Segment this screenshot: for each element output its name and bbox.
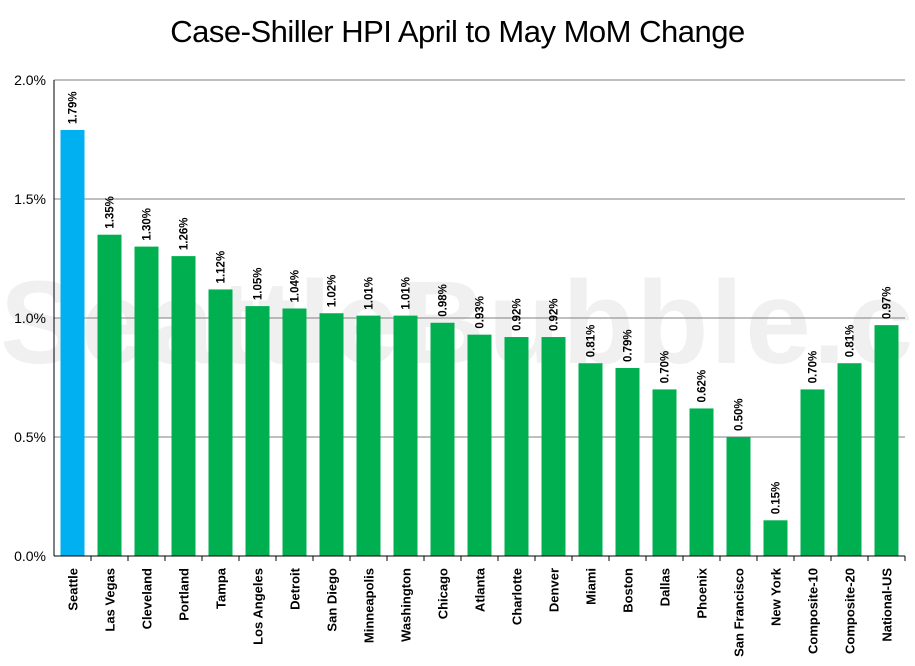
x-tick-label: Minneapolis	[362, 568, 377, 643]
x-tick-label: Boston	[621, 568, 636, 613]
data-label: 1.01%	[401, 277, 413, 310]
data-label: 0.81%	[845, 325, 857, 358]
data-label: 1.79%	[68, 91, 80, 124]
x-tick-label: Los Angeles	[251, 568, 266, 645]
x-tick-label: Dallas	[658, 568, 673, 606]
bar-detroit	[282, 308, 307, 556]
data-label: 0.70%	[808, 351, 820, 384]
y-tick-label: 0.5%	[14, 429, 46, 445]
bar-composite-10	[800, 389, 825, 556]
x-tick-label: Detroit	[288, 567, 303, 610]
data-label: 0.93%	[475, 296, 487, 329]
bar-boston	[615, 367, 640, 556]
bar-san-diego	[319, 313, 344, 556]
chart-title: Case-Shiller HPI April to May MoM Change	[170, 14, 745, 49]
bar-denver	[541, 337, 566, 556]
x-tick-label: Miami	[584, 568, 599, 605]
data-label: 1.12%	[216, 251, 228, 284]
data-label: 0.62%	[697, 370, 709, 403]
bar-phoenix	[689, 408, 714, 556]
y-tick-label: 2.0%	[14, 72, 46, 88]
data-label: 1.26%	[179, 218, 191, 251]
bar-seattle	[60, 129, 85, 557]
bar-composite-20	[837, 363, 862, 556]
x-tick-label: Cleveland	[140, 568, 155, 629]
data-label: 1.30%	[142, 208, 154, 241]
x-tick-label: New York	[769, 567, 784, 626]
bar-washington	[393, 315, 418, 556]
bar-miami	[578, 363, 603, 556]
x-tick-label: Composite-10	[806, 568, 821, 654]
bar-new-york	[763, 520, 788, 556]
x-tick-label: Charlotte	[510, 568, 525, 625]
x-tick-label: Portland	[177, 568, 192, 621]
bar-las-vegas	[97, 234, 122, 556]
x-tick-label: Washington	[399, 568, 414, 642]
data-label: 0.92%	[512, 298, 524, 331]
data-label: 0.92%	[549, 298, 561, 331]
bar-chicago	[430, 322, 455, 556]
x-tick-label: Seattle	[66, 568, 81, 611]
bars	[60, 129, 899, 557]
x-tick-label: Chicago	[436, 568, 451, 619]
y-tick-label: 1.5%	[14, 191, 46, 207]
x-tick-label: Composite-20	[843, 568, 858, 654]
x-tick-label: San Diego	[325, 568, 340, 632]
data-label: 0.70%	[660, 351, 672, 384]
data-label: 1.01%	[364, 277, 376, 310]
bar-portland	[171, 256, 196, 556]
data-label: 0.79%	[623, 329, 635, 362]
data-label: 0.97%	[882, 287, 894, 320]
x-axis: Seattle Las Vegas Cleveland Portland Tampa Lo…	[54, 555, 906, 657]
x-tick-label: Las Vegas	[103, 568, 118, 632]
data-label: 0.98%	[438, 284, 450, 317]
bar-national-us	[874, 325, 899, 556]
x-tick-label: San Francisco	[732, 568, 747, 657]
data-label: 0.15%	[771, 482, 783, 515]
x-tick-label: National-US	[880, 568, 895, 642]
bar-los-angeles	[245, 306, 270, 556]
bar-tampa	[208, 289, 233, 556]
bar-san-francisco	[726, 437, 751, 556]
data-label: 0.50%	[734, 398, 746, 431]
data-label: 1.05%	[253, 267, 265, 300]
bar-minneapolis	[356, 315, 381, 556]
y-tick-label: 0.0%	[14, 548, 46, 564]
bar-dallas	[652, 389, 677, 556]
bar-cleveland	[134, 246, 159, 556]
x-tick-label: Atlanta	[473, 567, 488, 612]
data-label: 1.35%	[105, 196, 117, 229]
data-labels: 1.79% 1.35% 1.30% 1.26% 1.12% 1.05% 1.04% 1.02%…	[68, 91, 894, 514]
data-label: 1.02%	[327, 275, 339, 308]
x-tick-label: Denver	[547, 568, 562, 612]
bar-charlotte	[504, 337, 529, 556]
y-axis: 0.0% 0.5% 1.0% 1.5% 2.0%	[14, 72, 55, 564]
x-tick-label: Tampa	[214, 567, 229, 609]
data-label: 1.04%	[290, 270, 302, 303]
y-tick-label: 1.0%	[14, 310, 46, 326]
data-label: 0.81%	[586, 325, 598, 358]
bar-atlanta	[467, 334, 492, 556]
x-tick-label: Phoenix	[695, 567, 710, 618]
